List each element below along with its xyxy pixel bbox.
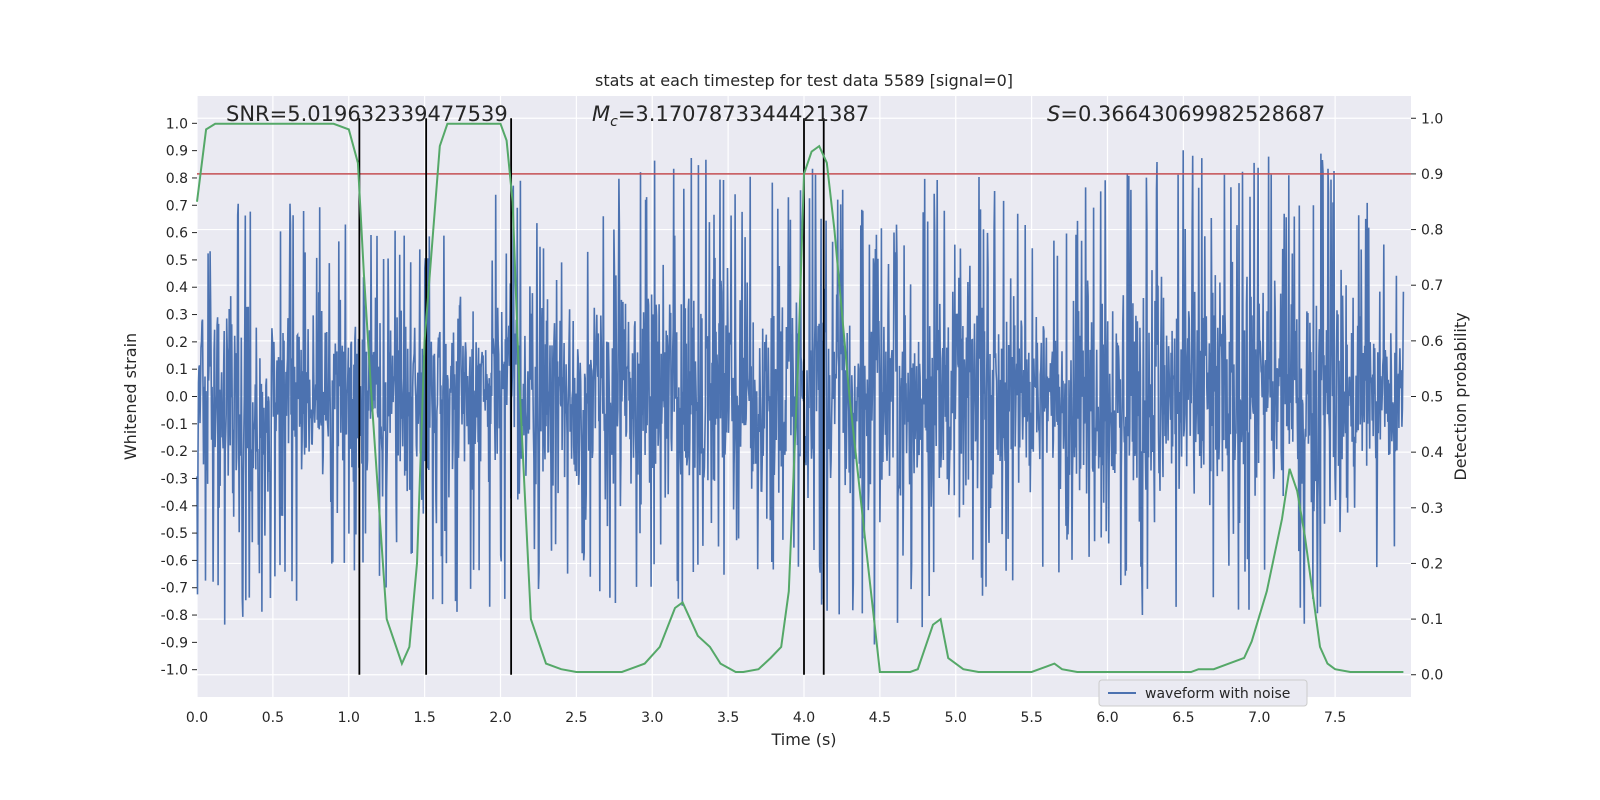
- y-tick-label: -0.5: [161, 526, 188, 542]
- y-tick-label: 0.5: [166, 253, 188, 269]
- legend-entry: waveform with noise: [1145, 686, 1290, 702]
- chirp-mass-annotation: Mc=3.1707873344421387: [592, 102, 869, 130]
- y-tick-label: 0.9: [166, 144, 188, 160]
- x-tick-label: 6.5: [1172, 710, 1194, 726]
- y-tick-label: 0.0: [166, 390, 188, 406]
- x-tick-label: 0.5: [262, 710, 284, 726]
- y2-tick-label: 0.0: [1421, 668, 1443, 684]
- y-axis-label: Whitened strain: [121, 333, 140, 460]
- y-tick-label: -0.8: [161, 608, 188, 624]
- y-tick-label: -0.4: [161, 499, 188, 515]
- spin-value: =0.36643069982528687: [1060, 102, 1325, 126]
- y-tick-label: 1.0: [166, 116, 188, 132]
- y-tick-label: 0.2: [166, 335, 188, 351]
- y2-tick-label: 1.0: [1421, 111, 1443, 127]
- y-tick-label: -0.7: [161, 581, 188, 597]
- x-tick-label: 5.5: [1020, 710, 1042, 726]
- spin-symbol: S: [1047, 102, 1060, 126]
- probability-trace-group: [196, 122, 1404, 673]
- y2-axis-label: Detection probability: [1451, 312, 1470, 480]
- y2-tick-labels: 1.0 0.9 0.8 0.7 0.6 0.5 0.4 0.3 0.2 0.1 0.0: [1411, 111, 1443, 684]
- y-tick-label: 0.4: [166, 280, 188, 296]
- x-tick-label: 1.0: [338, 710, 360, 726]
- x-tick-label: 6.0: [1096, 710, 1118, 726]
- x-axis-label: Time (s): [770, 730, 836, 749]
- y2-tick-label: 0.3: [1421, 501, 1443, 517]
- legend: waveform with noise: [1098, 679, 1308, 707]
- y2-tick-label: 0.9: [1421, 167, 1443, 183]
- marker-lines: [358, 118, 825, 675]
- y2-tick-label: 0.7: [1421, 278, 1443, 294]
- y-tick-label: -0.9: [161, 635, 188, 651]
- y2-tick-label: 0.2: [1421, 556, 1443, 572]
- x-tick-labels: 0.0 0.5 1.0 1.5 2.0 2.5 3.0 3.5 4.0 4.5 5.0 5.5 6.0 6…: [186, 710, 1346, 726]
- snr-annotation: SNR=5.019632339477539: [226, 102, 508, 126]
- x-tick-label: 2.0: [489, 710, 511, 726]
- legend-box: [1098, 679, 1308, 707]
- y-tick-label: 0.8: [166, 171, 188, 187]
- chirp-mass-subscript: c: [610, 114, 618, 130]
- spin-annotation: S=0.36643069982528687: [1047, 102, 1325, 126]
- y2-tick-label: 0.1: [1421, 612, 1443, 628]
- x-tick-label: 0.0: [186, 710, 208, 726]
- x-tick-label: 4.5: [869, 710, 891, 726]
- chirp-mass-symbol: M: [592, 102, 610, 126]
- chart-title: stats at each timestep for test data 558…: [595, 71, 1013, 90]
- y2-tick-label: 0.5: [1421, 390, 1443, 406]
- y-tick-label: 0.1: [166, 362, 188, 378]
- chirp-mass-value: =3.1707873344421387: [618, 102, 869, 126]
- y2-tick-label: 0.6: [1421, 334, 1443, 350]
- x-tick-label: 7.0: [1248, 710, 1270, 726]
- x-tick-label: 5.0: [945, 710, 967, 726]
- x-tick-label: 7.5: [1324, 710, 1346, 726]
- y-tick-label: -0.6: [161, 553, 188, 569]
- y-tick-label: -0.3: [161, 471, 188, 487]
- y-tick-label: -0.1: [161, 417, 188, 433]
- y2-tick-label: 0.8: [1421, 223, 1443, 239]
- y2-tick-label: 0.4: [1421, 445, 1443, 461]
- y-tick-label: -1.0: [161, 663, 188, 679]
- y-tick-label: 0.3: [166, 308, 188, 324]
- y-tick-label: 0.6: [166, 226, 188, 242]
- x-tick-label: 4.0: [793, 710, 815, 726]
- x-tick-label: 1.5: [413, 710, 435, 726]
- probability-line: [196, 122, 1404, 673]
- x-tick-label: 3.0: [641, 710, 663, 726]
- x-tick-label: 3.5: [717, 710, 739, 726]
- y-tick-label: -0.2: [161, 444, 188, 460]
- x-tick-label: 2.5: [565, 710, 587, 726]
- y-tick-label: 0.7: [166, 198, 188, 214]
- y-tick-labels: 1.0 0.9 0.8 0.7 0.6 0.5 0.4 0.3 0.2 0.1 0.0 -0.1 -0.…: [161, 116, 197, 679]
